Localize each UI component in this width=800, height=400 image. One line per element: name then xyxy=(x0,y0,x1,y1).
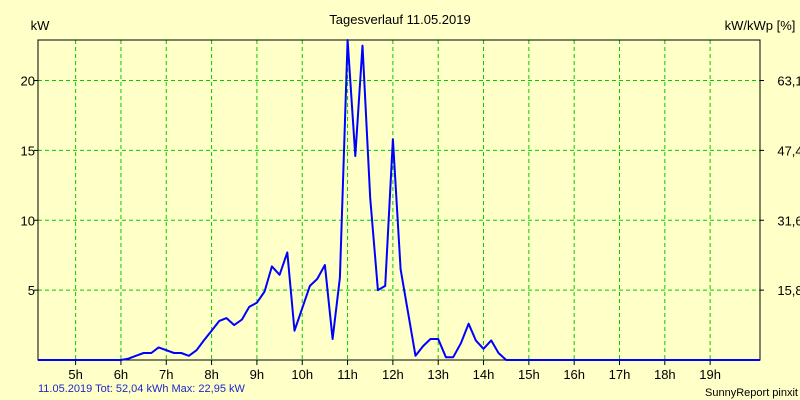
x-tick-label: 14h xyxy=(473,367,495,382)
x-tick-label: 13h xyxy=(427,367,449,382)
x-tick-label: 7h xyxy=(159,367,173,382)
y-tick-label: 15 xyxy=(21,143,35,158)
x-tick-label: 18h xyxy=(654,367,676,382)
y-axis-label-right: kW/kWp [%] xyxy=(725,18,796,33)
x-tick-label: 15h xyxy=(518,367,540,382)
y-tick-label: 10 xyxy=(21,213,35,228)
x-tick-label: 8h xyxy=(204,367,218,382)
x-tick-label: 6h xyxy=(114,367,128,382)
chart-title: Tagesverlauf 11.05.2019 xyxy=(329,12,470,27)
x-tick-label: 16h xyxy=(563,367,585,382)
footer-summary: 11.05.2019 Tot: 52,04 kWh Max: 22,95 kW xyxy=(38,383,245,395)
series-line xyxy=(38,39,760,361)
plot-frame xyxy=(37,39,761,361)
axis-ticks: 5h 6h 7h 8h 9h 10h 11h 12h 13h 14h 15h 16h 17h 18h 19h… xyxy=(21,74,800,382)
x-tick-label: 5h xyxy=(68,367,82,382)
y-tick-label: 5 xyxy=(28,283,35,298)
y2-tick-label: 31,6 xyxy=(777,213,800,228)
y2-tick-label: 15,8 xyxy=(777,283,800,298)
y2-tick-label: 63,1 xyxy=(777,74,800,89)
x-tick-label: 9h xyxy=(250,367,264,382)
x-tick-label: 12h xyxy=(382,367,404,382)
x-tick-label: 19h xyxy=(699,367,721,382)
grid xyxy=(38,40,760,360)
y-tick-label: 20 xyxy=(21,74,35,89)
x-tick-label: 11h xyxy=(337,367,358,382)
y2-tick-label: 47,4 xyxy=(777,143,800,158)
x-tick-label: 17h xyxy=(609,367,631,382)
y-axis-label-left: kW xyxy=(31,18,51,33)
x-tick-label: 10h xyxy=(291,367,313,382)
footer-credit: SunnyReport pinxit xyxy=(705,387,798,399)
